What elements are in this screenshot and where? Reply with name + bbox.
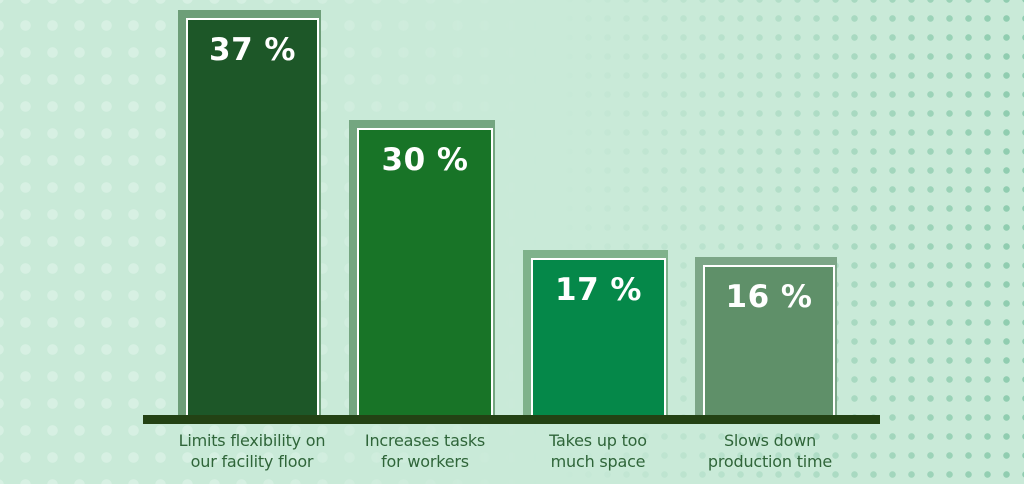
- x-axis-line: [143, 415, 880, 424]
- bar: 17 %: [531, 258, 666, 415]
- category-label-line: production time: [707, 452, 833, 471]
- category-label-line: Limits flexibility on: [178, 431, 326, 450]
- bar-value-label: 17 %: [555, 272, 642, 308]
- bar-group-takes-up-space: 17 %: [523, 250, 668, 415]
- category-label-takes-up-space: Takes up too much space: [483, 430, 713, 472]
- category-label-line: for workers: [381, 452, 469, 471]
- bar-value-label: 16 %: [725, 279, 813, 315]
- category-label-line: Increases tasks: [364, 431, 486, 450]
- category-label-slows-production: Slows down production time: [655, 430, 885, 472]
- bar-group-slows-production: 16 %: [695, 257, 837, 415]
- category-label-line: Takes up too: [549, 431, 647, 450]
- bar-group-limits-flexibility: 37 %: [178, 10, 321, 415]
- category-label-increases-tasks: Increases tasks for workers: [310, 430, 540, 472]
- category-label-line: our facility floor: [190, 452, 314, 471]
- category-label-line: much space: [550, 452, 646, 471]
- bar-value-label: 30 %: [381, 142, 469, 178]
- category-label-line: Slows down: [723, 431, 817, 450]
- bar-value-label: 37 %: [209, 32, 296, 68]
- bar: 30 %: [357, 128, 493, 415]
- bar: 37 %: [186, 18, 319, 415]
- category-label-limits-flexibility: Limits flexibility on our facility floor: [137, 430, 367, 472]
- bar: 16 %: [703, 265, 835, 415]
- bar-group-increases-tasks: 30 %: [349, 120, 495, 415]
